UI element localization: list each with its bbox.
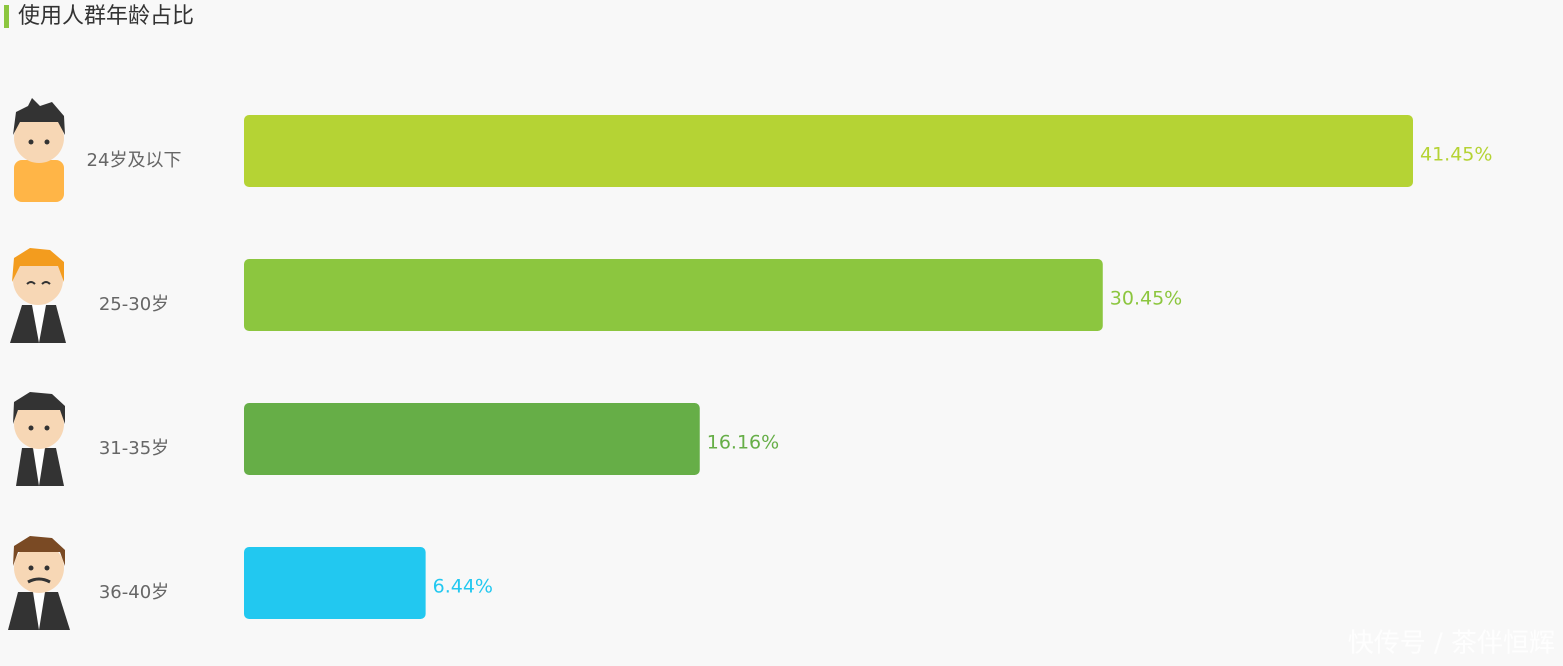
avatar (8, 536, 70, 630)
value-label: 41.45% (1420, 144, 1492, 166)
category-label: 31-35岁 (99, 438, 169, 459)
value-label: 6.44% (433, 576, 493, 598)
title-accent (4, 5, 9, 28)
category-label: 25-30岁 (99, 294, 169, 315)
avatar (13, 392, 65, 486)
bar (244, 259, 1103, 331)
avatar (10, 248, 66, 343)
watermark: 快传号 / 茶伴恒辉 (1348, 629, 1555, 659)
bar (244, 547, 426, 619)
category-label: 36-40岁 (99, 582, 169, 603)
category-label: 24岁及以下 (87, 150, 182, 171)
value-label: 30.45% (1110, 288, 1182, 310)
bar (244, 115, 1413, 187)
bar (244, 403, 700, 475)
value-label: 16.16% (707, 432, 779, 454)
chart-title: 使用人群年龄占比 (18, 4, 194, 29)
avatar (13, 98, 65, 202)
